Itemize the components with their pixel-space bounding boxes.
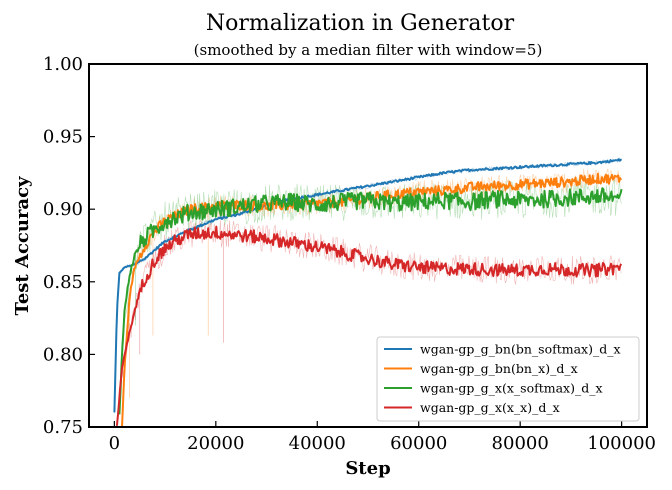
y-tick-label: 0.80 [43, 344, 83, 365]
x-tick-label: 80000 [492, 433, 549, 454]
chart-title: Normalization in Generator [206, 11, 515, 36]
legend: wgan-gp_g_bn(bn_softmax)_d_x wgan-gp_g_bn… [376, 336, 640, 422]
legend-entry: wgan-gp_g_x(x_softmax)_d_x [420, 381, 603, 396]
series-lines [113, 158, 623, 427]
x-axis: 0 20000 40000 60000 80000 100000 [109, 421, 656, 454]
x-tick-label: 20000 [187, 433, 244, 454]
x-tick-label: 60000 [390, 433, 447, 454]
y-tick-label: 0.75 [43, 417, 83, 438]
x-tick-label: 40000 [289, 433, 346, 454]
y-axis: 0.75 0.80 0.85 0.90 0.95 1.00 [43, 54, 95, 438]
series-line [115, 225, 623, 426]
series-line [113, 158, 622, 413]
series-raw-line [116, 219, 622, 427]
legend-entry: wgan-gp_g_bn(bn_softmax)_d_x [420, 342, 621, 357]
legend-entry: wgan-gp_g_x(x_x)_d_x [420, 400, 560, 415]
x-axis-label: Step [345, 458, 390, 479]
y-tick-label: 0.85 [43, 272, 83, 293]
plot-area-frame [88, 63, 648, 428]
y-tick-label: 1.00 [43, 54, 83, 75]
series-line [118, 187, 623, 415]
legend-box [376, 336, 640, 422]
x-tick-label: 100000 [587, 433, 656, 454]
y-tick-label: 0.95 [43, 127, 83, 148]
chart-subtitle: (smoothed by a median filter with window… [194, 41, 543, 59]
y-axis-label: Test Accuracy [12, 176, 33, 316]
x-tick-label: 0 [109, 433, 120, 454]
legend-entry: wgan-gp_g_bn(bn_x)_d_x [420, 361, 578, 376]
y-tick-label: 0.90 [43, 199, 83, 220]
